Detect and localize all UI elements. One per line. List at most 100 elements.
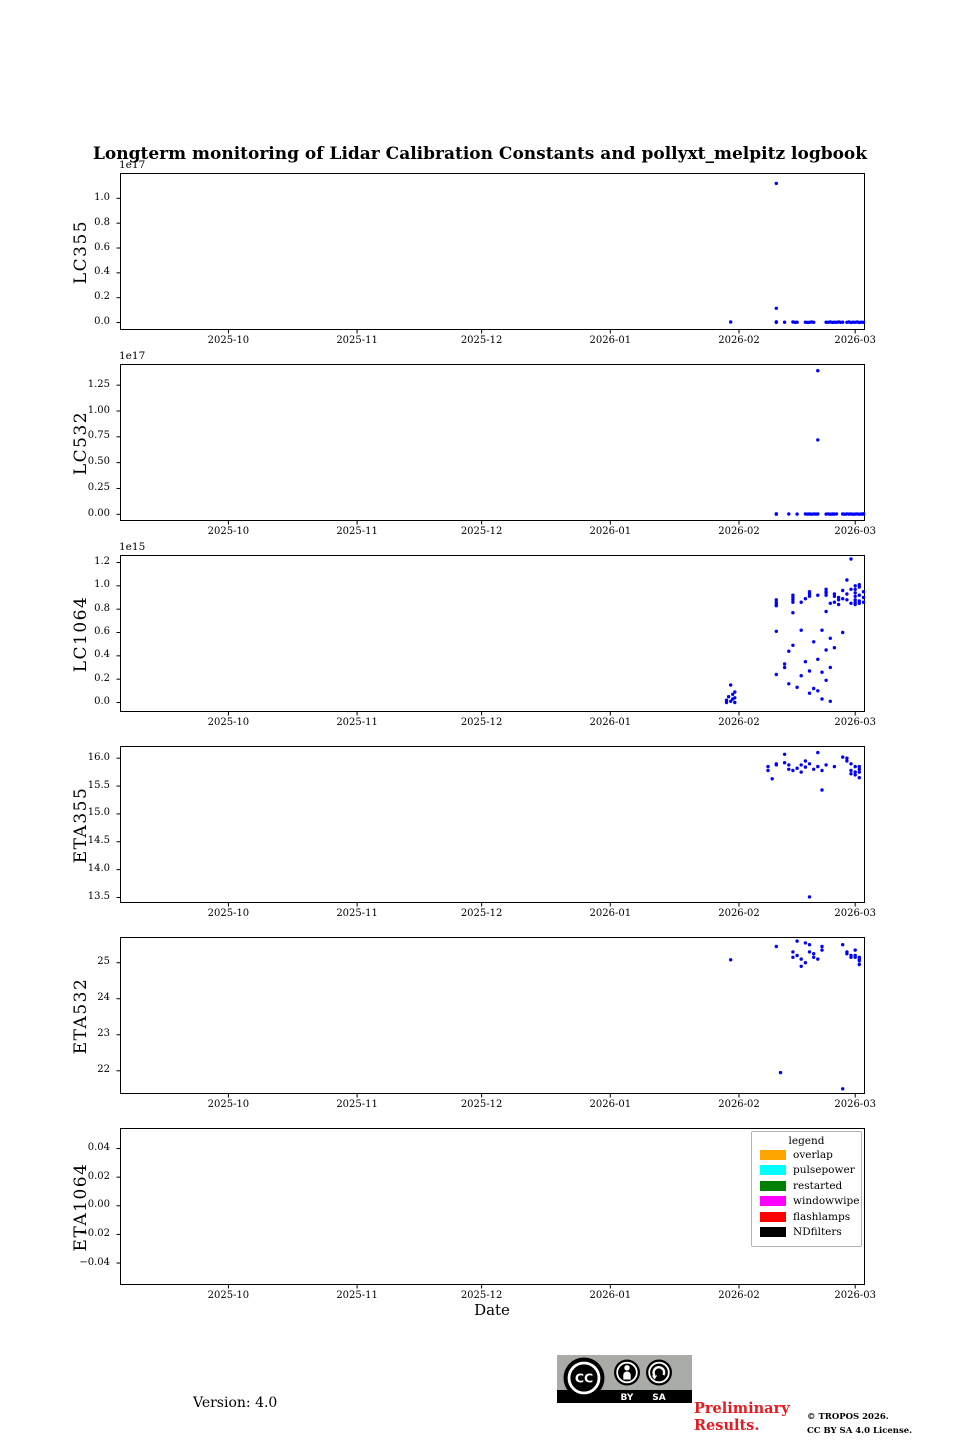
x-tick-label: 2025-10 xyxy=(207,908,250,919)
data-point xyxy=(832,646,837,650)
data-point xyxy=(724,700,729,705)
data-point xyxy=(824,609,828,614)
data-point xyxy=(841,597,845,601)
data-point xyxy=(787,767,791,771)
data-point xyxy=(729,320,733,324)
overlap-swatch xyxy=(760,1149,786,1160)
data-point xyxy=(774,598,778,602)
y-tick-label: 24 xyxy=(97,992,110,1004)
data-point xyxy=(845,592,849,596)
x-tick-label: 2026-02 xyxy=(718,908,760,919)
data-point xyxy=(803,765,808,769)
legend-entry-windowwipe: windowwipe xyxy=(752,1194,861,1210)
data-point xyxy=(845,952,849,956)
data-point xyxy=(841,320,845,324)
data-point xyxy=(845,578,849,582)
data-point xyxy=(774,604,778,608)
y-tick-label: 0.4 xyxy=(94,266,110,278)
data-point xyxy=(820,697,824,701)
figure-title: Longterm monitoring of Lidar Calibration… xyxy=(92,144,868,164)
svg-text:CC: CC xyxy=(575,1371,593,1386)
data-point xyxy=(816,593,820,597)
subplot-eta1064 xyxy=(116,1128,865,1289)
data-point xyxy=(774,306,778,310)
data-point xyxy=(849,768,853,773)
data-point xyxy=(857,764,861,769)
x-tick-label: 2026-03 xyxy=(834,717,876,728)
y-tick-label: 0.4 xyxy=(94,649,110,661)
data-point xyxy=(832,600,837,604)
y-tick-label: 0.25 xyxy=(87,482,110,493)
data-point xyxy=(824,648,828,652)
subplot-eta532 xyxy=(116,937,865,1098)
x-tick-label: 2026-01 xyxy=(589,717,632,728)
data-point xyxy=(766,768,770,773)
data-point xyxy=(795,953,799,958)
y-tick-label: 15.0 xyxy=(87,807,110,819)
subplot-eta355 xyxy=(116,746,865,907)
y-axis-label-lc532: LC532 xyxy=(71,410,91,475)
data-point xyxy=(803,759,808,763)
y-tick-label: 0.0 xyxy=(94,696,110,707)
data-point xyxy=(726,695,731,699)
data-point xyxy=(803,961,808,965)
legend-title: legend xyxy=(788,1135,825,1147)
x-tick-label: 2026-02 xyxy=(718,1099,760,1110)
axes-frame xyxy=(120,364,865,521)
preliminary-line1: Preliminary xyxy=(694,1400,790,1417)
x-axis-label: Date xyxy=(474,1301,510,1319)
data-point xyxy=(799,600,803,604)
x-tick-label: 2026-03 xyxy=(834,1099,876,1110)
legend-entry-label: windowwipe xyxy=(793,1195,860,1208)
preliminary-results-text: Preliminary Results. xyxy=(694,1400,790,1435)
legend-entry-label: overlap xyxy=(793,1148,833,1161)
data-point xyxy=(824,591,828,595)
data-point xyxy=(733,696,737,700)
axes-frame xyxy=(120,937,865,1094)
data-point xyxy=(795,939,799,943)
y-tick-label: 0.6 xyxy=(94,241,110,253)
data-point xyxy=(845,598,849,602)
y-tick-label: 0.00 xyxy=(87,1199,110,1211)
data-point xyxy=(861,512,866,516)
data-point xyxy=(861,600,866,604)
data-point xyxy=(774,629,778,633)
data-point xyxy=(799,770,803,774)
y-tick-label: 14.5 xyxy=(87,835,110,847)
y-tick-label: 0.75 xyxy=(87,430,110,442)
y-tick-label: 1.00 xyxy=(87,404,110,416)
data-point xyxy=(861,590,866,594)
data-point xyxy=(816,369,820,373)
data-point xyxy=(857,955,861,959)
data-point xyxy=(857,776,861,780)
data-point xyxy=(733,690,737,694)
y-tick-label: 25 xyxy=(97,956,110,968)
data-point xyxy=(857,593,861,597)
data-point xyxy=(799,628,803,632)
legend-entry-restarted: restarted xyxy=(752,1178,861,1194)
y-tick-label: 15.5 xyxy=(87,779,110,791)
data-point xyxy=(820,788,824,792)
y-tick-label: 0.50 xyxy=(87,456,110,468)
y-tick-label: 0.00 xyxy=(87,507,110,519)
data-point xyxy=(853,773,857,777)
data-point xyxy=(841,630,845,635)
data-point xyxy=(816,438,820,442)
data-point xyxy=(820,628,824,632)
x-tick-label: 2025-12 xyxy=(460,526,503,537)
data-point xyxy=(729,958,733,962)
data-point xyxy=(816,512,820,516)
data-point xyxy=(782,662,787,666)
data-point xyxy=(791,950,795,954)
data-point xyxy=(807,691,812,695)
data-point xyxy=(849,955,853,959)
y-tick-label: 0.8 xyxy=(94,216,110,228)
restarted-swatch xyxy=(760,1180,786,1191)
axis-offset-label: 1e15 xyxy=(119,541,146,553)
subplot-lc355 xyxy=(116,173,866,334)
data-point xyxy=(803,597,808,601)
data-point xyxy=(820,948,824,952)
data-point xyxy=(820,670,824,674)
data-point xyxy=(853,587,857,591)
data-point xyxy=(787,512,791,516)
